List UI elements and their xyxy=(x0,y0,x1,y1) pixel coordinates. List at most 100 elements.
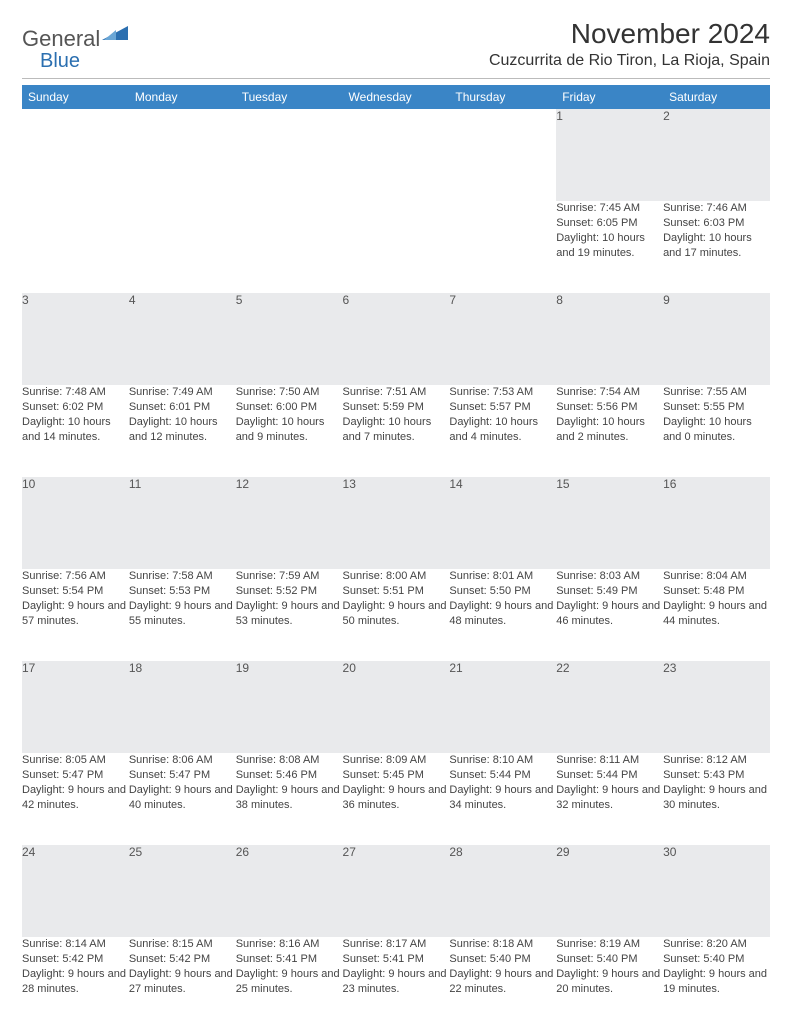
sunset-line: Sunset: 5:45 PM xyxy=(343,768,450,783)
week-detail-row: Sunrise: 7:48 AMSunset: 6:02 PMDaylight:… xyxy=(22,385,770,477)
day-number-cell: 1 xyxy=(556,109,663,201)
day-number-cell: 19 xyxy=(236,661,343,753)
day-detail-cell: Sunrise: 8:04 AMSunset: 5:48 PMDaylight:… xyxy=(663,569,770,661)
daylight-line: Daylight: 10 hours and 4 minutes. xyxy=(449,415,556,445)
sunrise-line: Sunrise: 7:45 AM xyxy=(556,201,663,216)
sunset-line: Sunset: 5:43 PM xyxy=(663,768,770,783)
daylight-line: Daylight: 9 hours and 50 minutes. xyxy=(343,599,450,629)
day-detail-cell: Sunrise: 8:16 AMSunset: 5:41 PMDaylight:… xyxy=(236,937,343,1029)
day-number-cell: 9 xyxy=(663,293,770,385)
sunset-line: Sunset: 6:02 PM xyxy=(22,400,129,415)
sunset-line: Sunset: 5:47 PM xyxy=(129,768,236,783)
day-number-cell: 27 xyxy=(343,845,450,937)
week-number-row: 3456789 xyxy=(22,293,770,385)
logo-triangle-icon xyxy=(102,24,128,44)
sunrise-line: Sunrise: 8:20 AM xyxy=(663,937,770,952)
days-of-week-row: SundayMondayTuesdayWednesdayThursdayFrid… xyxy=(22,85,770,109)
logo-sub: Blue xyxy=(40,50,80,73)
day-detail-cell: Sunrise: 7:50 AMSunset: 6:00 PMDaylight:… xyxy=(236,385,343,477)
daylight-line: Daylight: 9 hours and 40 minutes. xyxy=(129,783,236,813)
sunrise-line: Sunrise: 7:48 AM xyxy=(22,385,129,400)
location: Cuzcurrita de Rio Tiron, La Rioja, Spain xyxy=(489,52,770,70)
header: General Blue November 2024 Cuzcurrita de… xyxy=(22,18,770,70)
day-header: Sunday xyxy=(22,85,129,109)
day-detail-cell: Sunrise: 7:51 AMSunset: 5:59 PMDaylight:… xyxy=(343,385,450,477)
logo: General xyxy=(22,26,128,52)
sunset-line: Sunset: 5:56 PM xyxy=(556,400,663,415)
day-number-cell: 11 xyxy=(129,477,236,569)
sunrise-line: Sunrise: 8:00 AM xyxy=(343,569,450,584)
day-detail-cell: Sunrise: 8:11 AMSunset: 5:44 PMDaylight:… xyxy=(556,753,663,845)
day-detail-cell: Sunrise: 7:49 AMSunset: 6:01 PMDaylight:… xyxy=(129,385,236,477)
day-number-cell: 22 xyxy=(556,661,663,753)
week-detail-row: Sunrise: 7:56 AMSunset: 5:54 PMDaylight:… xyxy=(22,569,770,661)
sunrise-line: Sunrise: 8:17 AM xyxy=(343,937,450,952)
day-number-cell: 30 xyxy=(663,845,770,937)
daylight-line: Daylight: 10 hours and 12 minutes. xyxy=(129,415,236,445)
sunrise-line: Sunrise: 8:01 AM xyxy=(449,569,556,584)
sunrise-line: Sunrise: 7:50 AM xyxy=(236,385,343,400)
day-number-cell: 28 xyxy=(449,845,556,937)
sunset-line: Sunset: 6:03 PM xyxy=(663,216,770,231)
day-detail-cell: Sunrise: 8:20 AMSunset: 5:40 PMDaylight:… xyxy=(663,937,770,1029)
daylight-line: Daylight: 9 hours and 48 minutes. xyxy=(449,599,556,629)
sunset-line: Sunset: 5:48 PM xyxy=(663,584,770,599)
day-header: Tuesday xyxy=(236,85,343,109)
week-number-row: 17181920212223 xyxy=(22,661,770,753)
sunset-line: Sunset: 5:41 PM xyxy=(343,952,450,967)
sunrise-line: Sunrise: 7:56 AM xyxy=(22,569,129,584)
day-number-cell: 4 xyxy=(129,293,236,385)
sunrise-line: Sunrise: 8:12 AM xyxy=(663,753,770,768)
daylight-line: Daylight: 9 hours and 38 minutes. xyxy=(236,783,343,813)
day-number-cell: 17 xyxy=(22,661,129,753)
day-detail-cell: Sunrise: 8:01 AMSunset: 5:50 PMDaylight:… xyxy=(449,569,556,661)
day-detail-cell xyxy=(236,201,343,293)
calendar-body: 12 Sunrise: 7:45 AMSunset: 6:05 PMDaylig… xyxy=(22,109,770,1029)
day-detail-cell: Sunrise: 8:15 AMSunset: 5:42 PMDaylight:… xyxy=(129,937,236,1029)
sunset-line: Sunset: 6:05 PM xyxy=(556,216,663,231)
sunset-line: Sunset: 5:47 PM xyxy=(22,768,129,783)
day-detail-cell: Sunrise: 7:53 AMSunset: 5:57 PMDaylight:… xyxy=(449,385,556,477)
day-detail-cell: Sunrise: 8:05 AMSunset: 5:47 PMDaylight:… xyxy=(22,753,129,845)
day-detail-cell xyxy=(449,201,556,293)
sunrise-line: Sunrise: 8:06 AM xyxy=(129,753,236,768)
day-detail-cell: Sunrise: 8:12 AMSunset: 5:43 PMDaylight:… xyxy=(663,753,770,845)
day-header: Friday xyxy=(556,85,663,109)
day-detail-cell xyxy=(22,201,129,293)
day-number-cell: 15 xyxy=(556,477,663,569)
day-detail-cell: Sunrise: 7:58 AMSunset: 5:53 PMDaylight:… xyxy=(129,569,236,661)
daylight-line: Daylight: 9 hours and 28 minutes. xyxy=(22,967,129,997)
daylight-line: Daylight: 10 hours and 2 minutes. xyxy=(556,415,663,445)
sunset-line: Sunset: 5:55 PM xyxy=(663,400,770,415)
title-block: November 2024 Cuzcurrita de Rio Tiron, L… xyxy=(489,18,770,70)
daylight-line: Daylight: 9 hours and 53 minutes. xyxy=(236,599,343,629)
day-detail-cell xyxy=(343,201,450,293)
sunset-line: Sunset: 6:01 PM xyxy=(129,400,236,415)
day-detail-cell: Sunrise: 8:09 AMSunset: 5:45 PMDaylight:… xyxy=(343,753,450,845)
sunrise-line: Sunrise: 8:10 AM xyxy=(449,753,556,768)
day-number-cell xyxy=(236,109,343,201)
sunset-line: Sunset: 5:42 PM xyxy=(129,952,236,967)
sunrise-line: Sunrise: 8:15 AM xyxy=(129,937,236,952)
day-detail-cell: Sunrise: 8:19 AMSunset: 5:40 PMDaylight:… xyxy=(556,937,663,1029)
day-number-cell: 8 xyxy=(556,293,663,385)
daylight-line: Daylight: 9 hours and 20 minutes. xyxy=(556,967,663,997)
day-detail-cell: Sunrise: 8:08 AMSunset: 5:46 PMDaylight:… xyxy=(236,753,343,845)
day-detail-cell: Sunrise: 7:59 AMSunset: 5:52 PMDaylight:… xyxy=(236,569,343,661)
sunrise-line: Sunrise: 7:58 AM xyxy=(129,569,236,584)
day-header: Saturday xyxy=(663,85,770,109)
day-detail-cell: Sunrise: 8:17 AMSunset: 5:41 PMDaylight:… xyxy=(343,937,450,1029)
week-detail-row: Sunrise: 8:14 AMSunset: 5:42 PMDaylight:… xyxy=(22,937,770,1029)
daylight-line: Daylight: 9 hours and 27 minutes. xyxy=(129,967,236,997)
sunset-line: Sunset: 5:59 PM xyxy=(343,400,450,415)
sunset-line: Sunset: 5:40 PM xyxy=(663,952,770,967)
day-detail-cell: Sunrise: 8:18 AMSunset: 5:40 PMDaylight:… xyxy=(449,937,556,1029)
day-number-cell: 16 xyxy=(663,477,770,569)
day-number-cell xyxy=(449,109,556,201)
day-number-cell: 20 xyxy=(343,661,450,753)
day-number-cell: 23 xyxy=(663,661,770,753)
sunset-line: Sunset: 5:42 PM xyxy=(22,952,129,967)
logo-text-b: Blue xyxy=(40,50,80,73)
sunrise-line: Sunrise: 7:59 AM xyxy=(236,569,343,584)
sunrise-line: Sunrise: 7:53 AM xyxy=(449,385,556,400)
